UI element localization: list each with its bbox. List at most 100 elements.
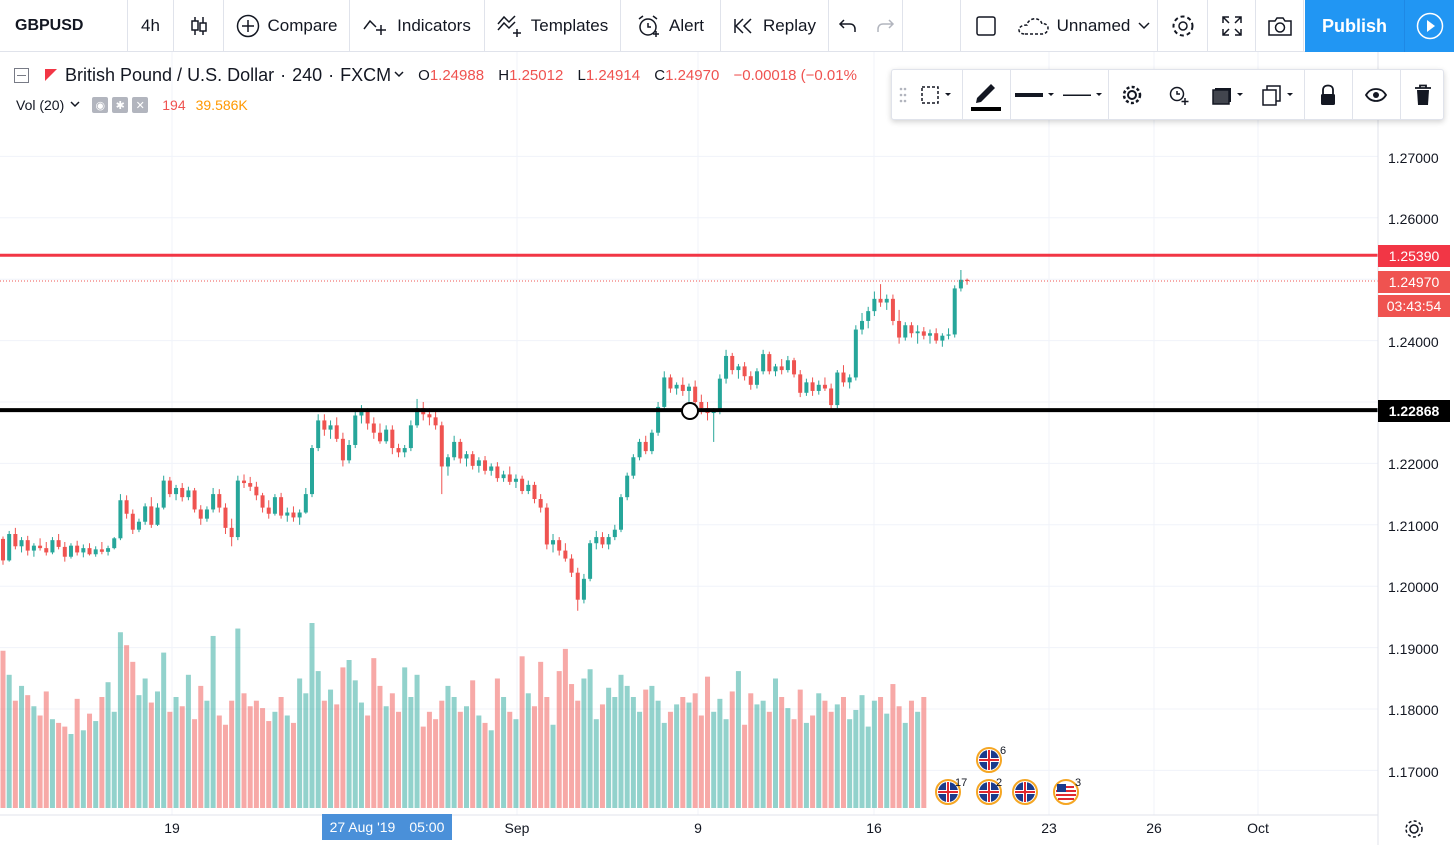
line-anchor-handle[interactable] [681, 402, 699, 420]
volume-bar [902, 722, 908, 808]
volume-bar [513, 719, 519, 808]
visual-order-button[interactable] [1204, 70, 1252, 119]
candle-body [291, 512, 296, 518]
snapshot-button[interactable] [1256, 0, 1304, 52]
candle-body [866, 311, 871, 321]
volume-bar [124, 645, 130, 808]
candle-body [223, 507, 228, 528]
chart-type-button[interactable] [174, 0, 224, 52]
fullscreen-button[interactable] [1208, 0, 1256, 52]
layout-button[interactable] [960, 0, 1010, 52]
gear-icon[interactable]: ✱ [112, 97, 129, 113]
line-style-button[interactable] [1060, 70, 1106, 119]
candle-body [890, 298, 895, 321]
clone-button[interactable] [1254, 70, 1302, 119]
eye-icon [1365, 87, 1387, 102]
crosshair-time-label: 27 Aug '19 05:00 [322, 814, 452, 840]
volume-bar [142, 678, 148, 808]
chevron-down-icon[interactable] [394, 71, 404, 79]
play-button[interactable] [1405, 0, 1454, 52]
interval-label: 4h [141, 16, 160, 35]
candle-body [229, 527, 234, 538]
collapse-legend-icon[interactable] [14, 67, 29, 83]
symbol-legend[interactable]: British Pound / U.S. Dollar · 240 · FXCM… [14, 63, 867, 87]
undo-button[interactable] [829, 0, 867, 52]
selection-icon [921, 85, 951, 104]
candle-body [575, 572, 580, 600]
drag-handle-icon[interactable] [894, 70, 912, 119]
uk-flag-icon[interactable]: 6 [976, 745, 1006, 773]
event-count: 3 [1075, 777, 1082, 789]
line-color-button[interactable] [964, 70, 1008, 119]
candle-body [106, 548, 111, 552]
uk-flag-icon[interactable]: 2 [976, 777, 1002, 805]
candle-body [198, 509, 203, 519]
volume-bar [871, 700, 877, 808]
replay-button[interactable]: Replay [721, 0, 829, 52]
candle-body [149, 506, 154, 525]
chevron-down-icon[interactable] [70, 101, 80, 109]
hide-button[interactable] [1354, 70, 1398, 119]
candle-body [445, 457, 450, 467]
candle-body [297, 512, 302, 518]
volume-bar [309, 623, 315, 808]
compare-button[interactable]: Compare [224, 0, 350, 52]
candle-body [767, 354, 772, 372]
candle-body [396, 448, 401, 453]
play-circle-icon [1416, 12, 1443, 40]
volume-bar [779, 697, 785, 808]
time-tick: 26 [1146, 820, 1162, 836]
candle-body [495, 466, 500, 479]
candle-body [526, 484, 531, 492]
templates-button[interactable]: Templates [485, 0, 621, 52]
price-tick: 1.24000 [1388, 334, 1439, 350]
candle-body [792, 360, 797, 375]
layout-name-button[interactable]: Unnamed [1010, 0, 1158, 52]
candle-body [761, 354, 766, 372]
alert-button[interactable]: Alert [621, 0, 721, 52]
template-select-button[interactable] [914, 70, 958, 119]
volume-bar [748, 693, 754, 808]
candle-body [853, 329, 858, 378]
volume-legend[interactable]: Vol (20) ◉ ✱ ✕ 194 39.586K [16, 96, 248, 114]
volume-bar [816, 693, 822, 808]
volume-bar [655, 700, 661, 808]
ohlc-values: O1.24988 H1.25012 L1.24914 C1.24970 −0.0… [418, 67, 867, 84]
candle-body [235, 480, 240, 538]
volume-bar [284, 715, 290, 808]
volume-bar [451, 697, 457, 808]
uk-flag-icon[interactable] [1012, 779, 1038, 805]
candle-body [965, 279, 970, 282]
volume-bar [538, 661, 544, 808]
volume-bar [56, 722, 62, 808]
flag-icon[interactable] [45, 69, 57, 81]
symbol-search-button[interactable]: GBPUSD [0, 0, 128, 52]
volume-bar [661, 722, 667, 808]
volume-bar [544, 697, 550, 808]
settings-button[interactable] [1110, 70, 1154, 119]
price-tick: 1.21000 [1388, 518, 1439, 534]
candle-body [631, 457, 636, 476]
volume-bar [25, 695, 31, 808]
redo-button[interactable] [867, 0, 903, 52]
settings-button[interactable] [1158, 0, 1208, 52]
add-alert-button[interactable] [1156, 70, 1202, 119]
volume-bar [711, 711, 717, 808]
cloud-icon [1017, 18, 1049, 35]
uk-flag-icon[interactable]: 17 [935, 777, 967, 805]
close-icon[interactable]: ✕ [132, 97, 149, 113]
gear-icon[interactable] [1403, 818, 1425, 845]
candle-body [1, 538, 5, 561]
delete-button[interactable] [1402, 70, 1444, 119]
lock-button[interactable] [1306, 70, 1350, 119]
publish-button[interactable]: Publish [1305, 0, 1405, 52]
line-width-button[interactable] [1012, 70, 1058, 119]
candle-body [662, 377, 667, 407]
candle-body [878, 298, 883, 303]
volume-bar [414, 674, 420, 808]
interval-button[interactable]: 4h [128, 0, 174, 52]
us-flag-icon[interactable]: 3 [1053, 777, 1082, 805]
eye-icon[interactable]: ◉ [92, 97, 109, 113]
indicators-button[interactable]: Indicators [350, 0, 485, 52]
